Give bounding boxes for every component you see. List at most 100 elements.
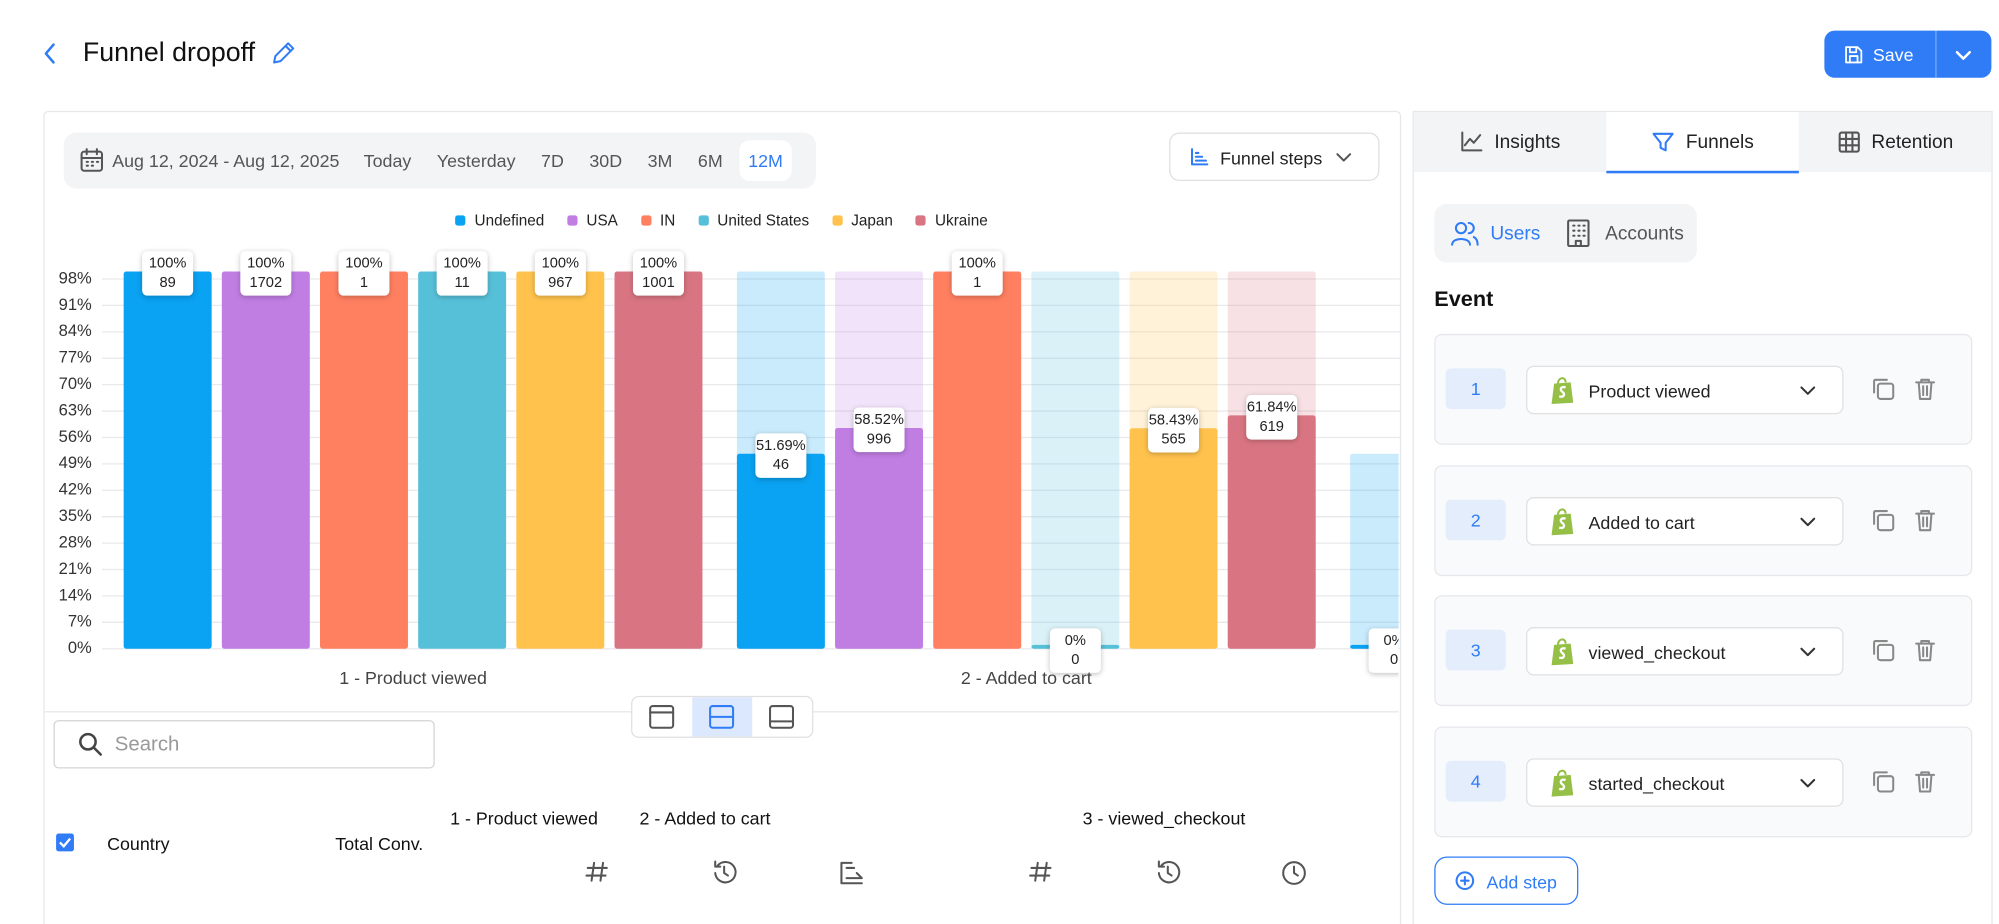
column-header[interactable]: 3 - viewed_checkout [1082, 808, 1246, 829]
date-range[interactable]: Aug 12, 2024 - Aug 12, 2025 [112, 150, 340, 171]
step-number: 2 [1445, 499, 1506, 540]
legend-swatch [567, 215, 578, 226]
legend-swatch [455, 215, 466, 226]
event-name: Added to cart [1588, 511, 1695, 533]
count-label: 619 [1259, 419, 1283, 435]
save-button[interactable]: Save [1824, 30, 1992, 78]
y-tick-label: 77% [59, 348, 92, 367]
step-card: 1 Product viewed [1434, 333, 1973, 445]
duplicate-icon[interactable] [1870, 638, 1895, 663]
date-preset[interactable]: 3M [647, 150, 673, 171]
legend-label: United States [717, 211, 810, 230]
step-card: 2 Added to cart [1434, 464, 1973, 576]
back-button[interactable] [38, 41, 61, 66]
bar[interactable] [221, 271, 310, 649]
y-tick-label: 63% [59, 400, 92, 419]
dropdown-icon[interactable] [1953, 45, 1973, 65]
add-step-button[interactable]: Add step [1434, 856, 1579, 905]
date-preset[interactable]: Yesterday [436, 150, 516, 171]
add-step-label: Add step [1486, 871, 1557, 893]
date-preset[interactable]: 30D [589, 150, 623, 171]
y-tick-label: 84% [59, 321, 92, 340]
data-label: 100% 1 [338, 251, 390, 296]
legend-item[interactable]: Japan [832, 212, 893, 229]
label-box [951, 251, 1003, 296]
bar[interactable] [1227, 415, 1316, 649]
plus-icon [1455, 871, 1475, 890]
legend-item[interactable]: Ukraine [915, 211, 988, 230]
date-preset[interactable]: Today [363, 150, 412, 171]
layout-icons[interactable] [632, 697, 812, 737]
bar[interactable] [835, 427, 924, 649]
y-tick-label: 35% [59, 506, 92, 525]
y-tick-label: 91% [59, 295, 92, 314]
legend-label: USA [586, 211, 618, 230]
bar[interactable] [418, 271, 507, 649]
bar[interactable] [933, 271, 1022, 649]
legend-item[interactable]: United States [698, 211, 810, 230]
delete-icon[interactable] [1912, 376, 1937, 401]
event-dropdown[interactable]: viewed_checkout [1526, 627, 1844, 676]
legend-item[interactable]: IN [640, 212, 675, 229]
edit-icon[interactable] [269, 40, 297, 68]
tab[interactable]: Funnels [1606, 112, 1799, 174]
step-card: 3 viewed_checkout [1434, 595, 1973, 707]
y-tick-label: 98% [59, 268, 92, 287]
data-label: 100% 89 [142, 251, 194, 296]
y-tick-label: 28% [59, 532, 92, 551]
column-header[interactable]: 1 - Product viewed [450, 808, 598, 829]
calendar-icon[interactable] [79, 148, 104, 173]
legend-swatch [640, 215, 652, 226]
duplicate-icon[interactable] [1870, 507, 1895, 532]
shopify-icon [1551, 769, 1574, 797]
previous-step-bar [1031, 271, 1120, 649]
bar[interactable] [123, 271, 212, 649]
legend-item[interactable]: USA [567, 211, 618, 230]
chevron [1800, 386, 1816, 395]
label-box [1246, 395, 1298, 440]
duplicate-icon[interactable] [1870, 769, 1895, 794]
legend-swatch [698, 215, 709, 226]
label-box [1368, 628, 1399, 673]
bar[interactable] [614, 271, 703, 649]
event-dropdown[interactable]: Product viewed [1526, 365, 1844, 415]
value-label: 0% [1065, 633, 1086, 649]
label-box [1049, 628, 1101, 673]
tab[interactable]: Insights [1414, 112, 1607, 172]
search-box[interactable]: Search [53, 720, 435, 769]
column-header[interactable]: Total Conv. [335, 833, 424, 854]
accounts-option[interactable]: Accounts [1605, 223, 1684, 245]
column-header[interactable]: Country [107, 833, 170, 854]
date-preset[interactable]: 12M [739, 140, 792, 181]
duplicate-icon[interactable] [1870, 376, 1895, 401]
data-label: 100% 1 [951, 251, 1003, 296]
data-label: 100% 1001 [632, 251, 684, 296]
users-icon[interactable] [1450, 219, 1481, 247]
date-preset[interactable]: 6M [697, 150, 723, 171]
search-icon [79, 732, 102, 756]
delete-icon[interactable] [1912, 507, 1937, 532]
legend-label: Ukraine [934, 211, 988, 230]
delete-icon[interactable] [1912, 638, 1937, 663]
bar[interactable] [516, 271, 605, 649]
funnel-steps-button[interactable]: Funnel steps [1169, 132, 1380, 181]
select-all-checkbox[interactable] [55, 832, 75, 852]
event-dropdown[interactable]: started_checkout [1526, 758, 1844, 807]
tab-icon [1461, 131, 1483, 152]
step-card: 4 started_checkout [1434, 726, 1973, 838]
tab[interactable]: Retention [1799, 112, 1992, 172]
bar[interactable] [319, 271, 408, 649]
y-tick-label: 21% [59, 559, 92, 578]
event-dropdown[interactable]: Added to cart [1526, 496, 1844, 546]
column-header[interactable]: 2 - Added to cart [639, 808, 771, 829]
bar[interactable] [736, 453, 825, 649]
tab-label: Funnels [1685, 130, 1754, 153]
users-option[interactable]: Users [1490, 223, 1541, 245]
bar[interactable] [1129, 428, 1218, 649]
delete-icon[interactable] [1912, 769, 1937, 794]
tab-icon [1838, 131, 1860, 153]
legend-item[interactable]: Undefined [455, 212, 544, 229]
shopify-icon [1551, 377, 1574, 405]
date-preset[interactable]: 7D [541, 150, 564, 171]
accounts-icon[interactable] [1564, 218, 1592, 249]
